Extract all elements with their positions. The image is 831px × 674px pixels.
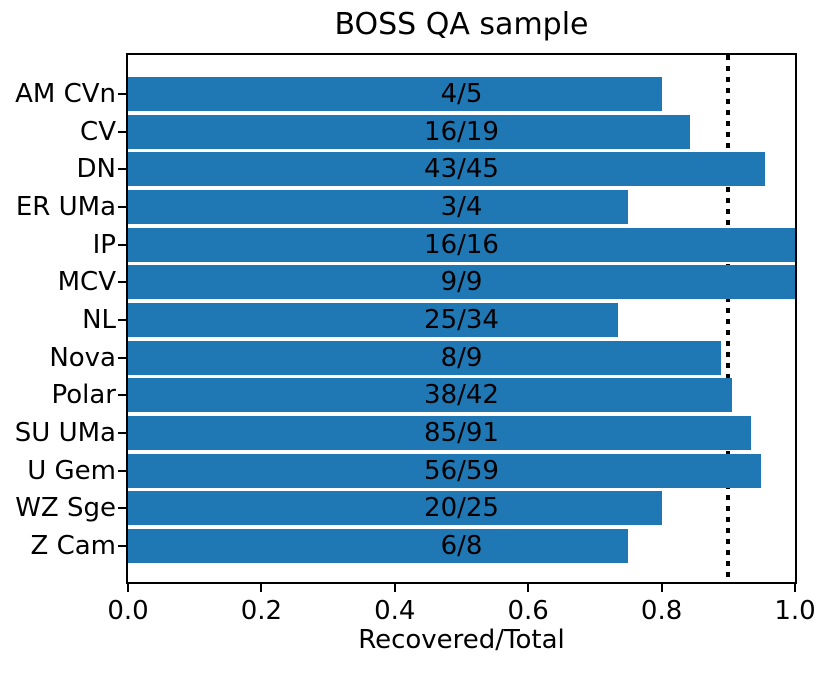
bar xyxy=(128,114,690,149)
y-tick-label: CV xyxy=(80,116,116,147)
y-tick-mark xyxy=(118,130,126,133)
x-tick-mark xyxy=(660,584,663,592)
x-axis-label: Recovered/Total xyxy=(358,625,565,655)
y-tick-mark xyxy=(118,545,126,547)
y-tick-mark xyxy=(118,243,126,246)
y-tick-mark xyxy=(118,356,126,359)
x-tick-label: 0.6 xyxy=(507,596,549,626)
y-tick-mark xyxy=(118,319,126,321)
y-tick-label: SU UMa xyxy=(14,418,116,448)
y-tick-mark xyxy=(118,206,126,208)
x-tick-mark xyxy=(527,584,530,592)
bar xyxy=(128,152,766,187)
bar xyxy=(128,340,721,375)
y-tick-mark xyxy=(118,281,126,284)
y-tick-label: DN xyxy=(76,154,116,185)
bar xyxy=(128,265,795,300)
y-tick-label: MCV xyxy=(57,267,116,298)
bar xyxy=(128,190,629,224)
bar xyxy=(128,303,619,337)
bar xyxy=(128,416,752,450)
x-tick-label: 0.2 xyxy=(240,596,283,626)
y-tick-label: Polar xyxy=(51,380,116,411)
x-tick-label: 0.4 xyxy=(374,596,416,626)
x-tick-label: 0.8 xyxy=(640,596,683,626)
bar xyxy=(128,491,662,526)
x-tick-mark xyxy=(393,584,396,592)
chart-title: BOSS QA sample xyxy=(334,7,589,42)
x-tick-mark xyxy=(260,584,263,592)
plot-area: 4/5 16/19 43/45 3/4 16/16 9/9 25/34 8/9 38/42 85/… xyxy=(126,53,797,584)
x-tick-label: 1.0 xyxy=(774,596,816,626)
bar xyxy=(128,453,762,488)
y-tick-label: U Gem xyxy=(27,455,116,486)
bar xyxy=(128,77,662,111)
y-tick-label: WZ Sge xyxy=(15,493,116,524)
y-tick-mark xyxy=(118,507,126,510)
y-tick-mark xyxy=(118,93,126,95)
bar xyxy=(128,529,629,563)
y-tick-mark xyxy=(118,394,126,397)
x-tick-mark xyxy=(794,584,796,592)
y-tick-label: AM CVn xyxy=(15,79,116,109)
x-tick-mark xyxy=(127,584,129,592)
y-tick-mark xyxy=(118,432,126,434)
y-tick-label: Nova xyxy=(49,342,116,373)
y-tick-mark xyxy=(118,469,126,472)
threshold-line xyxy=(726,55,731,582)
bar xyxy=(128,227,795,262)
y-tick-label: ER UMa xyxy=(15,192,116,222)
bar xyxy=(128,378,732,413)
y-tick-label: IP xyxy=(92,229,116,260)
y-tick-label: NL xyxy=(82,305,116,335)
x-tick-label: 0.0 xyxy=(107,596,149,626)
y-tick-mark xyxy=(118,168,126,171)
y-tick-label: Z Cam xyxy=(30,531,117,561)
